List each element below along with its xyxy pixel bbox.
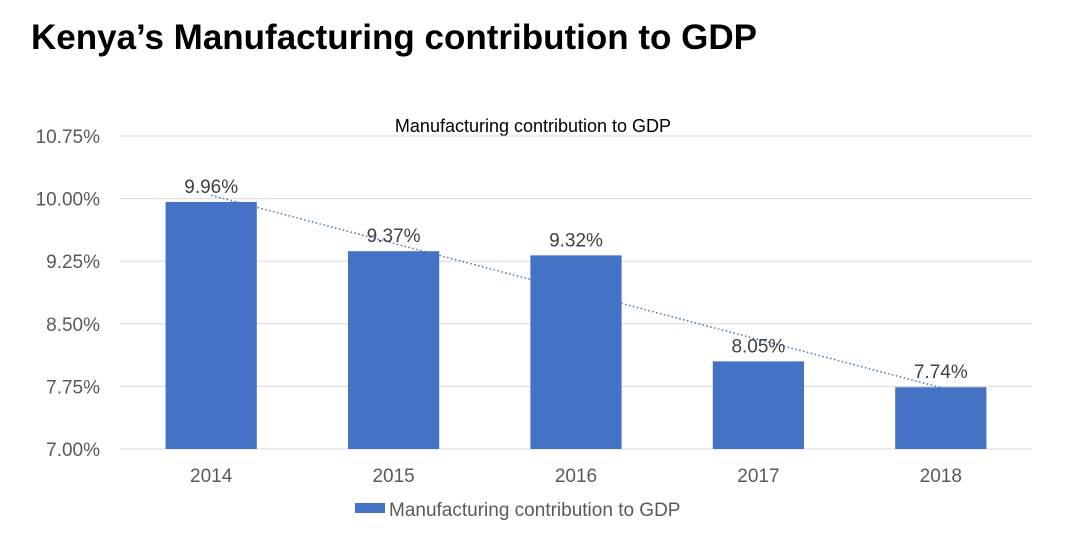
y-tick-label: 10.75% xyxy=(36,127,101,148)
y-tick-label: 8.50% xyxy=(46,315,100,336)
data-label: 8.05% xyxy=(731,336,785,357)
page-title: Kenya’s Manufacturing contribution to GD… xyxy=(31,18,757,57)
y-tick-label: 7.00% xyxy=(46,440,100,461)
data-label: 9.96% xyxy=(184,177,238,198)
bar-2017 xyxy=(712,361,804,449)
bar-2016 xyxy=(530,255,622,449)
chart-title: Manufacturing contribution to GDP xyxy=(395,116,671,136)
x-tick-label: 2017 xyxy=(737,466,779,487)
x-axis: 2014 2015 2016 2017 2018 xyxy=(190,466,962,487)
legend[interactable]: Manufacturing contribution to GDP xyxy=(355,500,681,521)
y-tick-label: 10.00% xyxy=(36,190,101,211)
bar-2014 xyxy=(165,201,257,449)
x-tick-label: 2016 xyxy=(555,466,597,487)
y-axis: 7.00% 7.75% 8.50% 9.25% 10.00% 10.75% xyxy=(36,127,101,461)
x-tick-label: 2014 xyxy=(190,466,233,487)
x-tick-label: 2015 xyxy=(372,466,414,487)
data-label: 9.37% xyxy=(367,226,421,247)
x-tick-label: 2018 xyxy=(920,466,962,487)
legend-label: Manufacturing contribution to GDP xyxy=(389,500,681,521)
bar-2015 xyxy=(348,251,440,449)
data-label: 9.32% xyxy=(549,230,603,251)
bars xyxy=(165,201,987,449)
y-tick-label: 9.25% xyxy=(46,252,100,273)
bar-2018 xyxy=(895,387,987,449)
trendline xyxy=(211,194,941,389)
legend-swatch xyxy=(355,503,385,513)
data-label: 7.74% xyxy=(914,362,968,383)
trendline-path xyxy=(211,194,941,389)
data-labels: 9.96% 9.37% 9.32% 8.05% 7.74% xyxy=(184,177,968,383)
y-tick-label: 7.75% xyxy=(46,377,100,398)
